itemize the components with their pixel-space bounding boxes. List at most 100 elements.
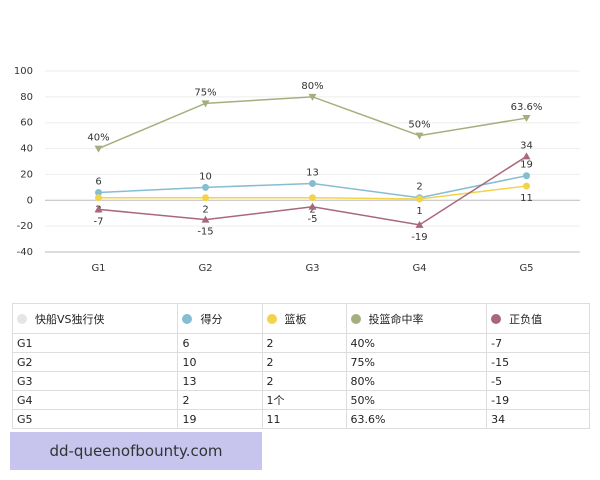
- point: [523, 182, 530, 190]
- point: [201, 100, 210, 108]
- data-label: 2: [309, 205, 315, 216]
- table-row: G2 10 2 75% -15: [11, 352, 590, 372]
- point: [416, 195, 423, 203]
- point: [95, 189, 102, 197]
- table-cell: 19: [177, 409, 263, 429]
- header-cell: 投篮命中率: [345, 303, 488, 334]
- data-label: 6: [95, 177, 101, 188]
- point: [202, 183, 209, 191]
- table-cell: G3: [11, 371, 179, 391]
- table-cell: 63.6%: [345, 409, 488, 429]
- y-tick-label: 60: [20, 118, 33, 129]
- data-label: 1: [416, 206, 422, 217]
- header-cell: 篮板: [261, 303, 347, 334]
- data-table: 快船VS独行侠 得分 篮板 投篮命中率 正负值 G1 6 2 40% -7 G2 10 2 75% -15 G…: [11, 303, 590, 429]
- table-cell: G2: [11, 352, 179, 372]
- data-label: 40%: [87, 133, 109, 144]
- header-cell: 正负值: [486, 303, 590, 334]
- point: [94, 145, 103, 153]
- header-text: 快船VS独行侠: [35, 312, 105, 326]
- legend-marker: [266, 313, 277, 324]
- header-text: 正负值: [509, 312, 543, 326]
- table-cell: 2: [261, 352, 347, 372]
- y-tick-label: 0: [27, 195, 33, 206]
- table-row: G4 2 1个 50% -19: [11, 390, 590, 410]
- data-label: -7: [94, 216, 104, 227]
- table-cell: -5: [486, 371, 590, 391]
- table-cell: 50%: [345, 390, 488, 410]
- data-label: 11: [520, 193, 533, 204]
- data-label: 2: [202, 205, 208, 216]
- table-cell: G4: [11, 390, 179, 410]
- data-label: 80%: [301, 81, 323, 92]
- point: [202, 194, 209, 202]
- y-tick-label: 100: [14, 66, 33, 77]
- table-cell: -15: [486, 352, 590, 372]
- y-tick-label: -40: [17, 247, 33, 258]
- header-text: 篮板: [284, 312, 307, 326]
- data-label: 19: [520, 160, 533, 171]
- data-label: 63.6%: [511, 102, 543, 113]
- table-row: G3 13 2 80% -5: [11, 371, 590, 391]
- data-label: 50%: [408, 120, 430, 131]
- table-cell: 80%: [345, 371, 488, 391]
- point: [522, 152, 531, 160]
- point: [308, 93, 317, 101]
- data-label: -5: [308, 214, 318, 225]
- point: [201, 215, 210, 223]
- point: [522, 115, 531, 123]
- x-tick-label: G5: [519, 263, 533, 274]
- legend-marker: [491, 313, 502, 324]
- x-tick-label: G4: [412, 263, 426, 274]
- data-label: -15: [197, 227, 213, 238]
- data-label: 13: [306, 167, 319, 178]
- data-label: 75%: [194, 87, 216, 98]
- x-tick-label: G2: [198, 263, 212, 274]
- table-cell: 2: [177, 390, 263, 410]
- legend-marker: [182, 313, 193, 324]
- y-tick-label: 40: [20, 144, 33, 155]
- table-row: G5 19 11 63.6% 34: [11, 409, 590, 429]
- header-cell: 快船VS独行侠: [11, 303, 179, 334]
- chart: -40-20020406080100G1G2G3G4G5610132192221…: [14, 66, 580, 274]
- table-cell: 2: [261, 333, 347, 353]
- point: [523, 172, 530, 180]
- data-label: 34: [520, 140, 533, 151]
- y-tick-label: -20: [17, 221, 33, 232]
- header-cell: 得分: [177, 303, 263, 334]
- table-cell: 1个: [261, 390, 347, 410]
- point: [308, 202, 317, 210]
- table-row: G1 6 2 40% -7: [11, 333, 590, 353]
- table-header-row: 快船VS独行侠 得分 篮板 投篮命中率 正负值: [11, 303, 590, 334]
- header-text: 得分: [200, 312, 223, 326]
- watermark: dd-queenofbounty.com: [10, 432, 262, 470]
- table-cell: 2: [261, 371, 347, 391]
- data-label: -19: [411, 232, 427, 243]
- x-tick-label: G1: [91, 263, 105, 274]
- y-tick-label: 80: [20, 92, 33, 103]
- table-cell: G5: [11, 409, 179, 429]
- header-text: 投篮命中率: [368, 312, 424, 326]
- point: [309, 194, 316, 202]
- table-cell: -19: [486, 390, 590, 410]
- table-cell: 13: [177, 371, 263, 391]
- point: [94, 205, 103, 213]
- table-cell: G1: [11, 333, 179, 353]
- data-label: 10: [199, 171, 212, 182]
- table-cell: 11: [261, 409, 347, 429]
- table-cell: 6: [177, 333, 263, 353]
- x-tick-label: G3: [305, 263, 319, 274]
- legend-marker: [17, 313, 27, 324]
- table-cell: 10: [177, 352, 263, 372]
- point: [415, 132, 424, 140]
- table-cell: -7: [486, 333, 590, 353]
- point: [95, 194, 102, 202]
- table-cell: 75%: [345, 352, 488, 372]
- point: [309, 179, 316, 187]
- legend-marker: [350, 313, 361, 324]
- table-cell: 40%: [345, 333, 488, 353]
- point: [415, 220, 424, 228]
- data-label: 2: [416, 182, 422, 193]
- y-tick-label: 20: [20, 169, 33, 180]
